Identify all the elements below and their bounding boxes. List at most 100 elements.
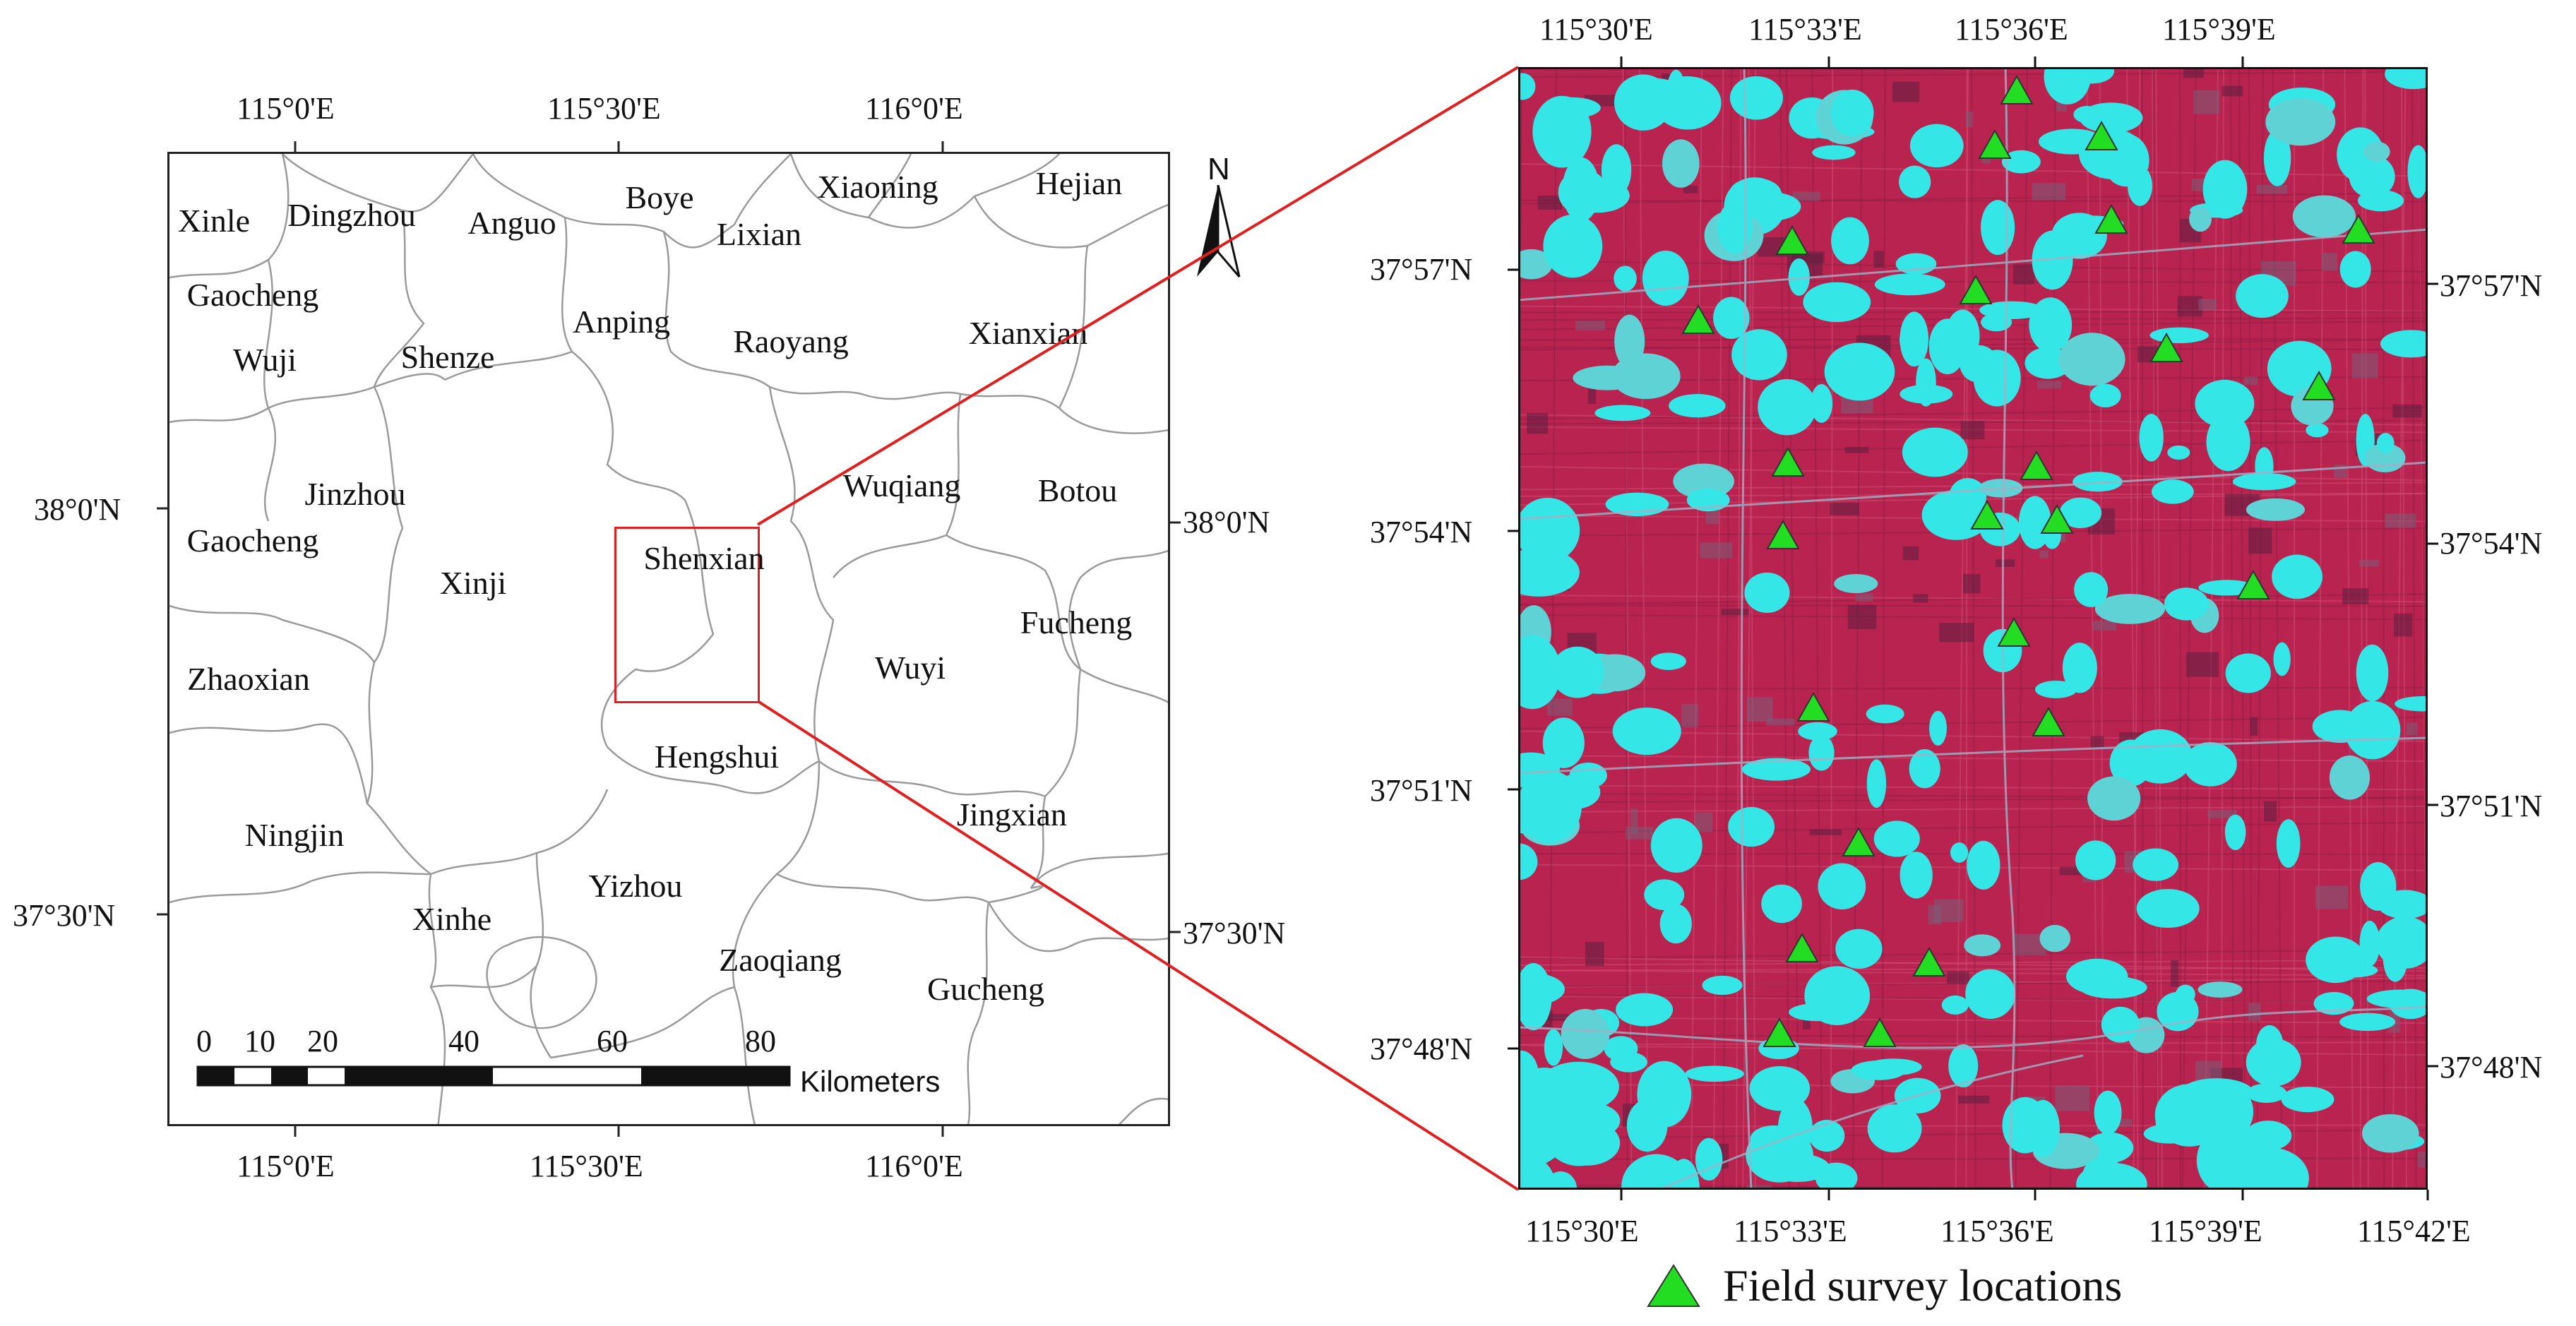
settlement-area (1851, 1061, 1907, 1080)
settlement-area (2232, 472, 2296, 491)
settlement-area (2265, 98, 2336, 146)
settlement-area (1981, 313, 2012, 332)
settlement-area (1761, 884, 1802, 924)
field-line (2152, 69, 2159, 1188)
field-patch (1546, 698, 1573, 716)
settlement-area (1551, 646, 1604, 698)
settlement-area (1803, 282, 1871, 323)
settlement-area (1520, 548, 1580, 597)
settlement-area (2407, 145, 2426, 198)
field-line (1520, 959, 2426, 967)
settlement-area (2001, 150, 2041, 174)
survey-location-marker (2000, 74, 2034, 104)
field-patch (1892, 81, 1920, 102)
settlement-area (2167, 445, 2190, 460)
field-patch (2186, 652, 2219, 677)
settlement-area (2039, 924, 2071, 952)
field-patch (2406, 722, 2418, 736)
settlement-area (1916, 358, 1936, 407)
place-label: Shenxian (643, 540, 765, 576)
left-bottom-tick: 115°0'E (237, 1149, 335, 1183)
settlement-area (1544, 1029, 1563, 1066)
right-bottom-tick: 115°30'E (1525, 1214, 1639, 1248)
settlement-area (1669, 393, 1726, 418)
settlement-area (2198, 981, 2243, 998)
settlement-area (1621, 1154, 1691, 1188)
settlement-area (1520, 1050, 1539, 1099)
place-label: Zaoqiang (719, 942, 842, 978)
settlement-area (2101, 1006, 2140, 1043)
settlement-area (1965, 969, 2015, 1020)
settlement-area (1909, 124, 1964, 168)
scale-bar-segments (196, 1065, 791, 1087)
right-bottom-tick: 115°39'E (2149, 1214, 2262, 1248)
survey-marker-legend-icon (1647, 1264, 1700, 1307)
settlement-area (1929, 710, 1947, 746)
overview-map: Xinle Dingzhou Anguo Boye Xiaoning Hejia… (167, 152, 1170, 1126)
settlement-area (2281, 1087, 2334, 1113)
place-label: Lixian (716, 216, 802, 252)
place-label: Hejian (1035, 165, 1123, 201)
settlement-area (2026, 1099, 2060, 1157)
settlement-area (2075, 840, 2116, 880)
settlement-area (1717, 201, 1753, 253)
field-line (1520, 969, 2426, 976)
settlement-area (2018, 496, 2051, 549)
settlement-area (1900, 852, 1933, 899)
field-line (2126, 69, 2139, 1188)
left-right-tick: 38°0'N (1183, 505, 1270, 539)
field-patch (2385, 513, 2416, 528)
field-patch (2243, 376, 2258, 385)
settlement-area (2306, 423, 2329, 438)
field-line (2419, 69, 2426, 936)
right-right-tick: 37°48'N (2440, 1050, 2543, 1085)
field-patch (1855, 593, 1873, 602)
survey-location-marker (2342, 213, 2375, 244)
settlement-area (1544, 1171, 1578, 1188)
settlement-area (1964, 934, 2001, 957)
field-patch (2264, 801, 2277, 822)
settlement-area (2236, 274, 2289, 318)
settlement-area (1673, 463, 1734, 499)
right-left-tick: 37°57'N (1370, 252, 1473, 287)
settlement-area (1941, 995, 1969, 1015)
settlement-area (2062, 643, 2097, 693)
field-line (2141, 69, 2144, 1188)
settlement-area (1758, 378, 1816, 436)
field-line (2229, 69, 2234, 1188)
survey-location-marker (1997, 616, 2031, 647)
place-label: Dingzhou (287, 197, 416, 233)
settlement-area (1695, 1137, 1723, 1181)
right-right-tick: 37°57'N (2440, 268, 2543, 303)
field-patch (1792, 191, 1820, 201)
settlement-area (1830, 89, 1874, 136)
survey-location-marker (2040, 503, 2074, 534)
settlement-area (1874, 273, 1945, 296)
field-patch (1587, 378, 1597, 404)
settlement-area (1532, 95, 1592, 168)
place-label: Yizhou (588, 868, 683, 904)
scale-tick-label: 20 (307, 1024, 338, 1058)
field-line (1520, 755, 2426, 763)
settlement-area (1967, 840, 2000, 890)
field-line (2238, 69, 2246, 1188)
settlement-area (2306, 936, 2366, 984)
settlement-area (1948, 1044, 1979, 1088)
survey-location-marker (2085, 120, 2118, 150)
settlement-area (1960, 345, 1998, 383)
settlement-area (2255, 1025, 2284, 1065)
field-patch (2092, 621, 2117, 631)
settlement-area (1899, 165, 1931, 198)
settlement-area (1562, 157, 1600, 222)
settlement-area (2225, 653, 2271, 693)
settlement-area (2339, 1013, 2396, 1032)
settlement-area (1750, 1125, 1798, 1153)
settlement-area (2360, 862, 2397, 911)
place-label: Xiaoning (817, 169, 938, 205)
field-patch (1683, 185, 1698, 193)
field-patch (2351, 353, 2378, 378)
settlement-area (1731, 329, 1787, 381)
place-label: Hengshui (654, 739, 780, 775)
scale-tick-label: 10 (244, 1024, 275, 1058)
settlement-area (1637, 1061, 1692, 1128)
